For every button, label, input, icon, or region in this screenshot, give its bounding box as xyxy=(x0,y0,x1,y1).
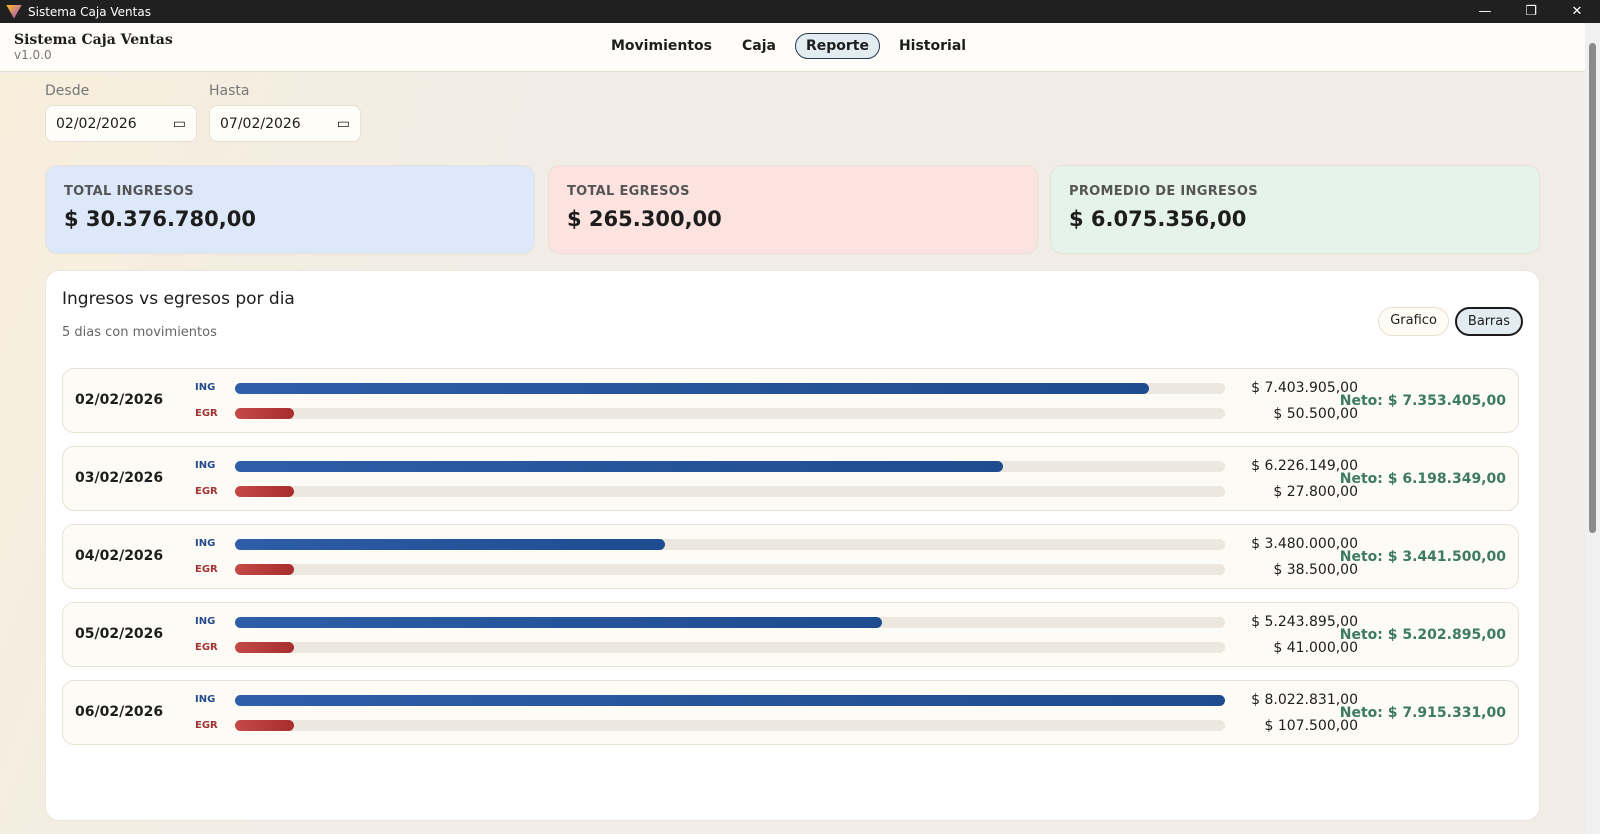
nav-reporte[interactable]: Reporte xyxy=(794,33,880,59)
report-page: Desde 02/02/2026 ▭ Hasta 07/02/2026 ▭ TOTA… xyxy=(0,73,1585,834)
from-value: 02/02/2026 xyxy=(56,115,137,132)
from-date-input[interactable]: 02/02/2026 ▭ xyxy=(45,105,197,142)
grafico-toggle-button[interactable]: Grafico xyxy=(1378,307,1449,336)
minimize-button[interactable]: — xyxy=(1478,4,1492,19)
stat-value: $ 30.376.780,00 xyxy=(64,207,256,231)
egr-bar-track xyxy=(235,408,1225,419)
stat-value: $ 265.300,00 xyxy=(567,207,722,231)
nav-movimientos[interactable]: Movimientos xyxy=(611,38,712,54)
view-toggle: Grafico Barras xyxy=(1378,307,1523,336)
ing-tag: ING xyxy=(195,382,216,393)
day-row: 04/02/2026 ING EGR $ 3.480.000,00 $ 38.5… xyxy=(62,524,1519,589)
ing-tag: ING xyxy=(195,616,216,627)
stat-label: TOTAL INGRESOS xyxy=(64,184,194,199)
row-date: 05/02/2026 xyxy=(75,626,164,642)
stat-total-egresos: TOTAL EGRESOS $ 265.300,00 xyxy=(548,165,1038,254)
window-title: Sistema Caja Ventas xyxy=(28,4,151,19)
to-field: Hasta 07/02/2026 ▭ xyxy=(209,83,361,142)
egr-bar-track xyxy=(235,486,1225,497)
ing-tag: ING xyxy=(195,694,216,705)
stat-label: PROMEDIO DE INGRESOS xyxy=(1069,184,1258,199)
ing-tag: ING xyxy=(195,460,216,471)
egr-tag: EGR xyxy=(195,408,218,419)
nav-historial[interactable]: Historial xyxy=(898,38,967,54)
egr-amount: $ 107.500,00 xyxy=(1264,718,1358,734)
ing-bar-track xyxy=(235,617,1225,628)
day-row: 03/02/2026 ING EGR $ 6.226.149,00 $ 27.8… xyxy=(62,446,1519,511)
ing-bar xyxy=(235,383,1149,394)
ing-bar xyxy=(235,539,665,550)
neto-amount: Neto: $ 3.441.500,00 xyxy=(1339,549,1506,565)
egr-bar-track xyxy=(235,720,1225,731)
ing-amount: $ 8.022.831,00 xyxy=(1251,692,1358,708)
version-label: v1.0.0 xyxy=(14,48,52,62)
restore-button[interactable]: ❐ xyxy=(1525,4,1537,19)
ing-bar xyxy=(235,461,1004,472)
ing-bar xyxy=(235,617,883,628)
barras-toggle-button[interactable]: Barras xyxy=(1454,307,1523,336)
day-row: 02/02/2026 ING EGR $ 7.403.905,00 $ 50.5… xyxy=(62,368,1519,433)
stat-label: TOTAL EGRESOS xyxy=(567,184,690,199)
ing-bar xyxy=(235,695,1225,706)
ing-bar-track xyxy=(235,461,1225,472)
scrollbar[interactable] xyxy=(1585,23,1600,834)
app-header: Sistema Caja Ventas v1.0.0 Movimientos C… xyxy=(0,23,1600,72)
ing-bar-track xyxy=(235,539,1225,550)
egr-amount: $ 27.800,00 xyxy=(1273,484,1358,500)
daily-chart-panel: Ingresos vs egresos por dia 5 dias con m… xyxy=(45,270,1540,821)
egr-amount: $ 38.500,00 xyxy=(1273,562,1358,578)
neto-amount: Neto: $ 7.915.331,00 xyxy=(1339,705,1506,721)
egr-bar xyxy=(235,720,295,731)
panel-title: Ingresos vs egresos por dia xyxy=(62,289,295,309)
egr-bar xyxy=(235,486,295,497)
egr-bar xyxy=(235,642,295,653)
neto-amount: Neto: $ 6.198.349,00 xyxy=(1339,471,1506,487)
ing-amount: $ 3.480.000,00 xyxy=(1251,536,1358,552)
egr-tag: EGR xyxy=(195,720,218,731)
egr-tag: EGR xyxy=(195,564,218,575)
row-date: 06/02/2026 xyxy=(75,704,164,720)
ing-amount: $ 5.243.895,00 xyxy=(1251,614,1358,630)
egr-bar-track xyxy=(235,564,1225,575)
main-nav: Movimientos Caja Reporte Historial xyxy=(600,33,977,59)
to-date-input[interactable]: 07/02/2026 ▭ xyxy=(209,105,361,142)
egr-tag: EGR xyxy=(195,642,218,653)
row-date: 04/02/2026 xyxy=(75,548,164,564)
stat-total-ingresos: TOTAL INGRESOS $ 30.376.780,00 xyxy=(45,165,535,254)
from-field: Desde 02/02/2026 ▭ xyxy=(45,83,197,142)
egr-amount: $ 41.000,00 xyxy=(1273,640,1358,656)
to-label: Hasta xyxy=(209,83,250,99)
calendar-icon[interactable]: ▭ xyxy=(172,115,186,132)
ing-amount: $ 6.226.149,00 xyxy=(1251,458,1358,474)
ing-amount: $ 7.403.905,00 xyxy=(1251,380,1358,396)
egr-bar xyxy=(235,408,295,419)
egr-bar-track xyxy=(235,642,1225,653)
neto-amount: Neto: $ 7.353.405,00 xyxy=(1339,393,1506,409)
brand-title: Sistema Caja Ventas xyxy=(14,32,173,48)
egr-bar xyxy=(235,564,295,575)
from-label: Desde xyxy=(45,83,90,99)
row-date: 03/02/2026 xyxy=(75,470,164,486)
to-value: 07/02/2026 xyxy=(220,115,301,132)
nav-caja[interactable]: Caja xyxy=(741,38,776,54)
window-titlebar: Sistema Caja Ventas — ❐ ✕ xyxy=(0,0,1600,23)
day-row: 05/02/2026 ING EGR $ 5.243.895,00 $ 41.0… xyxy=(62,602,1519,667)
ing-tag: ING xyxy=(195,538,216,549)
close-button[interactable]: ✕ xyxy=(1571,4,1583,19)
calendar-icon[interactable]: ▭ xyxy=(336,115,350,132)
ing-bar-track xyxy=(235,383,1225,394)
stat-promedio-ingresos: PROMEDIO DE INGRESOS $ 6.075.356,00 xyxy=(1050,165,1540,254)
neto-amount: Neto: $ 5.202.895,00 xyxy=(1339,627,1506,643)
egr-tag: EGR xyxy=(195,486,218,497)
scrollbar-thumb[interactable] xyxy=(1589,43,1596,533)
app-logo-icon xyxy=(6,4,22,19)
ing-bar-track xyxy=(235,695,1225,706)
row-date: 02/02/2026 xyxy=(75,392,164,408)
panel-subtitle: 5 dias con movimientos xyxy=(62,325,217,340)
egr-amount: $ 50.500,00 xyxy=(1273,406,1358,422)
stat-value: $ 6.075.356,00 xyxy=(1069,207,1247,231)
day-row: 06/02/2026 ING EGR $ 8.022.831,00 $ 107.… xyxy=(62,680,1519,745)
